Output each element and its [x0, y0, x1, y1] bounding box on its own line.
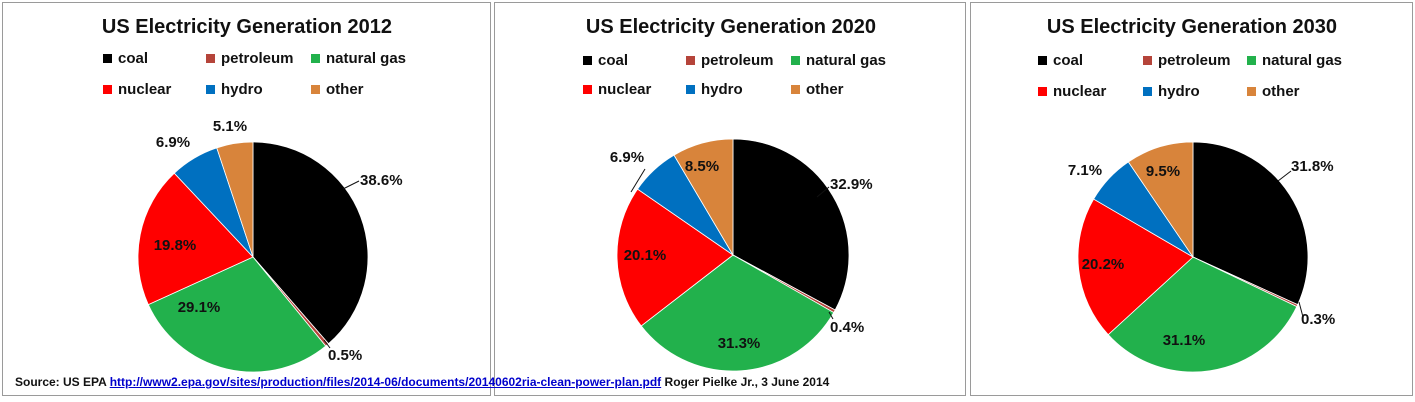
leader-line-coal: [1277, 170, 1292, 182]
chart-panel-2012: US Electricity Generation 2012 coal petrol…: [2, 2, 491, 396]
pie-slice-natural-gas: [1107, 256, 1298, 373]
pie-slice-other: [673, 138, 734, 257]
legend-label-petroleum: petroleum: [701, 52, 774, 69]
legend-label-petroleum: petroleum: [221, 50, 294, 67]
legend-label-natural-gas: natural gas: [1262, 52, 1342, 69]
data-label-nuclear: 20.1%: [624, 247, 667, 264]
legend-swatch-hydro: [1143, 87, 1152, 96]
legend-swatch-coal: [103, 54, 112, 63]
chart-panel-2020: US Electricity Generation 2020 coal petrol…: [494, 2, 966, 396]
legend-swatch-nuclear: [1038, 87, 1047, 96]
source-prefix: Source: US EPA: [15, 375, 107, 389]
legend-swatch-other: [1247, 87, 1256, 96]
legend-swatch-nuclear: [583, 85, 592, 94]
legend-swatch-petroleum: [686, 56, 695, 65]
data-label-hydro: 6.9%: [156, 134, 190, 151]
data-label-coal: 38.6%: [360, 172, 403, 189]
data-label-coal: 32.9%: [830, 176, 873, 193]
legend-swatch-natural-gas: [791, 56, 800, 65]
data-label-natural-gas: 29.1%: [178, 299, 221, 316]
data-label-other: 5.1%: [213, 118, 247, 135]
data-label-nuclear: 19.8%: [154, 237, 197, 254]
data-label-natural-gas: 31.1%: [1163, 332, 1206, 349]
pie-slice-natural-gas: [640, 254, 835, 372]
legend-swatch-hydro: [206, 85, 215, 94]
data-label-petroleum: 0.5%: [328, 347, 362, 364]
leader-line-petroleum: [323, 339, 331, 349]
pie-chart-2012: US Electricity Generation 2012 coal petrol…: [102, 16, 406, 373]
legend-swatch-nuclear: [103, 85, 112, 94]
leader-line-coal: [342, 180, 360, 190]
leader-line-petroleum: [1298, 301, 1304, 318]
chart-title: US Electricity Generation 2030: [1047, 16, 1337, 38]
legend-label-hydro: hydro: [701, 81, 743, 98]
leader-line-petroleum: [828, 311, 834, 320]
chart-title: US Electricity Generation 2020: [586, 16, 876, 38]
legend-swatch-other: [791, 85, 800, 94]
source-suffix: Roger Pielke Jr., 3 June 2014: [664, 375, 830, 389]
data-label-natural-gas: 31.3%: [718, 335, 761, 352]
pie-slice-other: [1127, 141, 1194, 259]
pie-chart-2030: US Electricity Generation 2030 coal petrol…: [1038, 16, 1342, 373]
legend-swatch-natural-gas: [311, 54, 320, 63]
data-label-coal: 31.8%: [1291, 158, 1334, 175]
legend-swatch-petroleum: [206, 54, 215, 63]
data-label-other: 9.5%: [1146, 163, 1180, 180]
leader-line-coal: [816, 186, 830, 198]
legend-label-natural-gas: natural gas: [326, 50, 406, 67]
data-label-hydro: 6.9%: [610, 149, 644, 166]
legend-swatch-natural-gas: [1247, 56, 1256, 65]
legend-label-nuclear: nuclear: [118, 81, 172, 98]
data-label-nuclear: 20.2%: [1082, 256, 1125, 273]
legend-label-other: other: [326, 81, 364, 98]
legend-label-coal: coal: [598, 52, 628, 69]
legend-label-coal: coal: [1053, 52, 1083, 69]
pie-slice-other: [216, 141, 254, 258]
legend-label-hydro: hydro: [1158, 83, 1200, 100]
pie-slice-nuclear: [137, 172, 254, 306]
leader-line-hydro: [630, 168, 646, 193]
legend-label-natural-gas: natural gas: [806, 52, 886, 69]
legend-label-petroleum: petroleum: [1158, 52, 1231, 69]
legend-label-nuclear: nuclear: [598, 81, 652, 98]
chart-title: US Electricity Generation 2012: [102, 16, 392, 38]
legend-label-other: other: [1262, 83, 1300, 100]
legend-swatch-hydro: [686, 85, 695, 94]
pie-slice-coal: [1192, 141, 1309, 306]
pie-slice-coal: [732, 138, 850, 311]
source-link[interactable]: http://www2.epa.gov/sites/production/fil…: [109, 375, 662, 389]
legend-label-hydro: hydro: [221, 81, 263, 98]
pie-slice-natural-gas: [147, 256, 327, 373]
pie-chart-2020: US Electricity Generation 2020 coal petrol…: [583, 16, 886, 372]
pie-slice-coal: [252, 141, 369, 345]
data-label-other: 8.5%: [685, 158, 719, 175]
chart-panel-2030: US Electricity Generation 2030 coal petrol…: [970, 2, 1413, 396]
pie-slice-nuclear: [616, 188, 734, 327]
legend-label-other: other: [806, 81, 844, 98]
legend-label-nuclear: nuclear: [1053, 83, 1107, 100]
legend-swatch-coal: [583, 56, 592, 65]
pie-slice-nuclear: [1077, 198, 1194, 336]
legend-swatch-petroleum: [1143, 56, 1152, 65]
legend-swatch-other: [311, 85, 320, 94]
data-label-hydro: 7.1%: [1068, 162, 1102, 179]
legend-swatch-coal: [1038, 56, 1047, 65]
legend-label-coal: coal: [118, 50, 148, 67]
data-label-petroleum: 0.4%: [830, 319, 864, 336]
source-note: Source: US EPA http://www2.epa.gov/sites…: [15, 375, 829, 389]
data-label-petroleum: 0.3%: [1301, 311, 1335, 328]
